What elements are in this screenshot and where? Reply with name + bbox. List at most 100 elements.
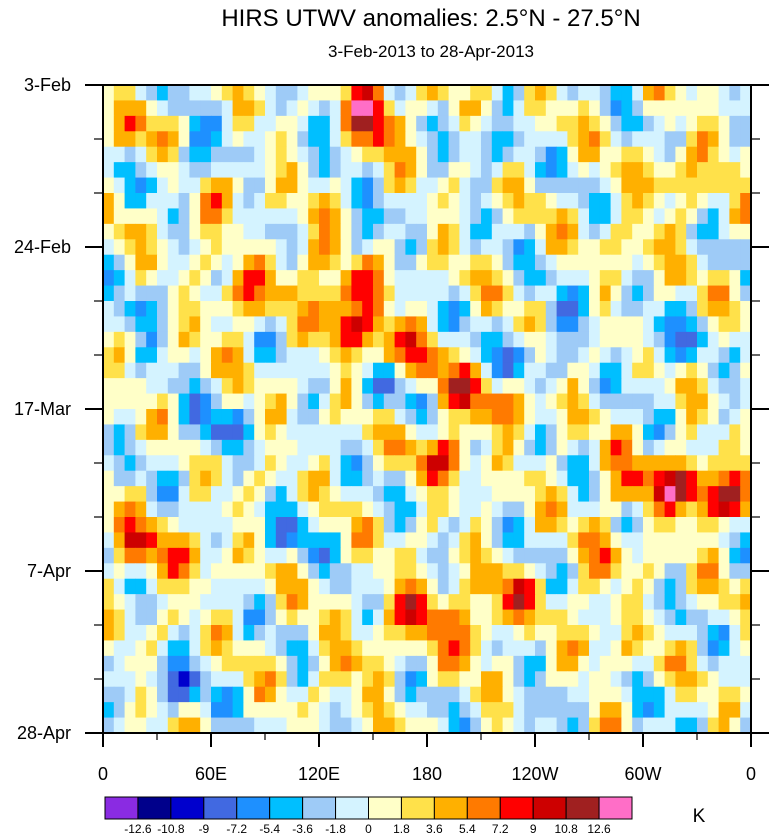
heatmap-cell [167, 177, 179, 194]
heatmap-cell [351, 409, 363, 425]
heatmap-cell [632, 594, 644, 610]
heatmap-cell [675, 547, 687, 564]
heatmap-cell [124, 409, 136, 425]
heatmap-cell [178, 486, 190, 502]
heatmap-cell [653, 347, 665, 364]
heatmap-cell [265, 378, 277, 394]
heatmap-cell [297, 547, 309, 564]
heatmap-cell [405, 717, 417, 734]
heatmap-cell [718, 424, 730, 441]
heatmap-cell [502, 655, 514, 672]
heatmap-cell [697, 609, 709, 626]
heatmap-cell [362, 455, 374, 472]
heatmap-cell [167, 146, 179, 163]
heatmap-cell [740, 625, 752, 641]
heatmap-cell [254, 655, 266, 672]
heatmap-cell [373, 177, 385, 194]
heatmap-cell [599, 285, 611, 302]
heatmap-cell [275, 717, 287, 734]
heatmap-cell [351, 223, 363, 240]
heatmap-cell [286, 223, 298, 240]
heatmap-cell [599, 239, 611, 256]
heatmap-cell [718, 547, 730, 564]
heatmap-cell [675, 609, 687, 626]
heatmap-cell [394, 193, 406, 209]
heatmap-cell [437, 285, 449, 302]
heatmap-cell [416, 671, 428, 688]
heatmap-cell [589, 85, 601, 101]
heatmap-cell [362, 702, 374, 718]
heatmap-cell [383, 486, 395, 502]
heatmap-cell [524, 439, 536, 456]
heatmap-cell [340, 594, 352, 610]
heatmap-cell [265, 625, 277, 641]
heatmap-cell [632, 223, 644, 240]
heatmap-cell [502, 316, 514, 333]
heatmap-cell [103, 146, 115, 163]
heatmap-cell [448, 193, 460, 209]
heatmap-cell [383, 85, 395, 101]
heatmap-cell [524, 177, 536, 194]
heatmap-cell [697, 439, 709, 456]
heatmap-cell [265, 547, 277, 564]
heatmap-cell [275, 439, 287, 456]
heatmap-cell [167, 100, 179, 117]
heatmap-cell [308, 115, 320, 132]
heatmap-cell [675, 532, 687, 549]
heatmap-cell [653, 223, 665, 240]
heatmap-cell [157, 239, 169, 256]
heatmap-cell [718, 455, 730, 472]
heatmap-cell [383, 270, 395, 286]
heatmap-cell [459, 254, 471, 271]
heatmap-cell [243, 85, 255, 101]
heatmap-cell [448, 686, 460, 703]
heatmap-cell [697, 177, 709, 194]
heatmap-cell [610, 686, 622, 703]
heatmap-cell [513, 285, 525, 302]
heatmap-cell [686, 316, 698, 333]
heatmap-cell [470, 532, 482, 549]
heatmap-cell [502, 409, 514, 425]
heatmap-cell [718, 131, 730, 148]
heatmap-cell [740, 347, 752, 364]
heatmap-cell [502, 208, 514, 225]
heatmap-cell [502, 625, 514, 641]
heatmap-cell [329, 115, 341, 132]
heatmap-cell [599, 532, 611, 549]
heatmap-cell [373, 270, 385, 286]
heatmap-cell [221, 393, 233, 410]
heatmap-cell [556, 85, 568, 101]
heatmap-cell [459, 424, 471, 441]
heatmap-cell [211, 378, 223, 394]
heatmap-cell [362, 177, 374, 194]
heatmap-cell [340, 285, 352, 302]
heatmap-cell [351, 470, 363, 487]
heatmap-cell [243, 594, 255, 610]
heatmap-cell [200, 378, 212, 394]
heatmap-cell [383, 162, 395, 178]
colorbar-swatch [565, 796, 600, 820]
heatmap-cell [189, 270, 201, 286]
heatmap-cell [178, 193, 190, 209]
heatmap-cell [200, 702, 212, 718]
heatmap-cell [232, 686, 244, 703]
heatmap-cell [707, 162, 719, 178]
heatmap-cell [243, 131, 255, 148]
heatmap-cell [103, 655, 115, 672]
heatmap-cell [221, 131, 233, 148]
heatmap-cell [675, 517, 687, 533]
heatmap-cell [697, 671, 709, 688]
heatmap-cell [394, 85, 406, 101]
heatmap-cell [653, 671, 665, 688]
heatmap-cell [103, 270, 115, 286]
heatmap-cell [643, 532, 655, 549]
heatmap-cell [383, 100, 395, 117]
heatmap-cell [189, 223, 201, 240]
heatmap-cell [470, 486, 482, 502]
heatmap-cell [643, 655, 655, 672]
heatmap-cell [297, 316, 309, 333]
heatmap-cell [157, 193, 169, 209]
heatmap-cell [599, 671, 611, 688]
heatmap-cell [167, 331, 179, 348]
heatmap-cell [103, 609, 115, 626]
